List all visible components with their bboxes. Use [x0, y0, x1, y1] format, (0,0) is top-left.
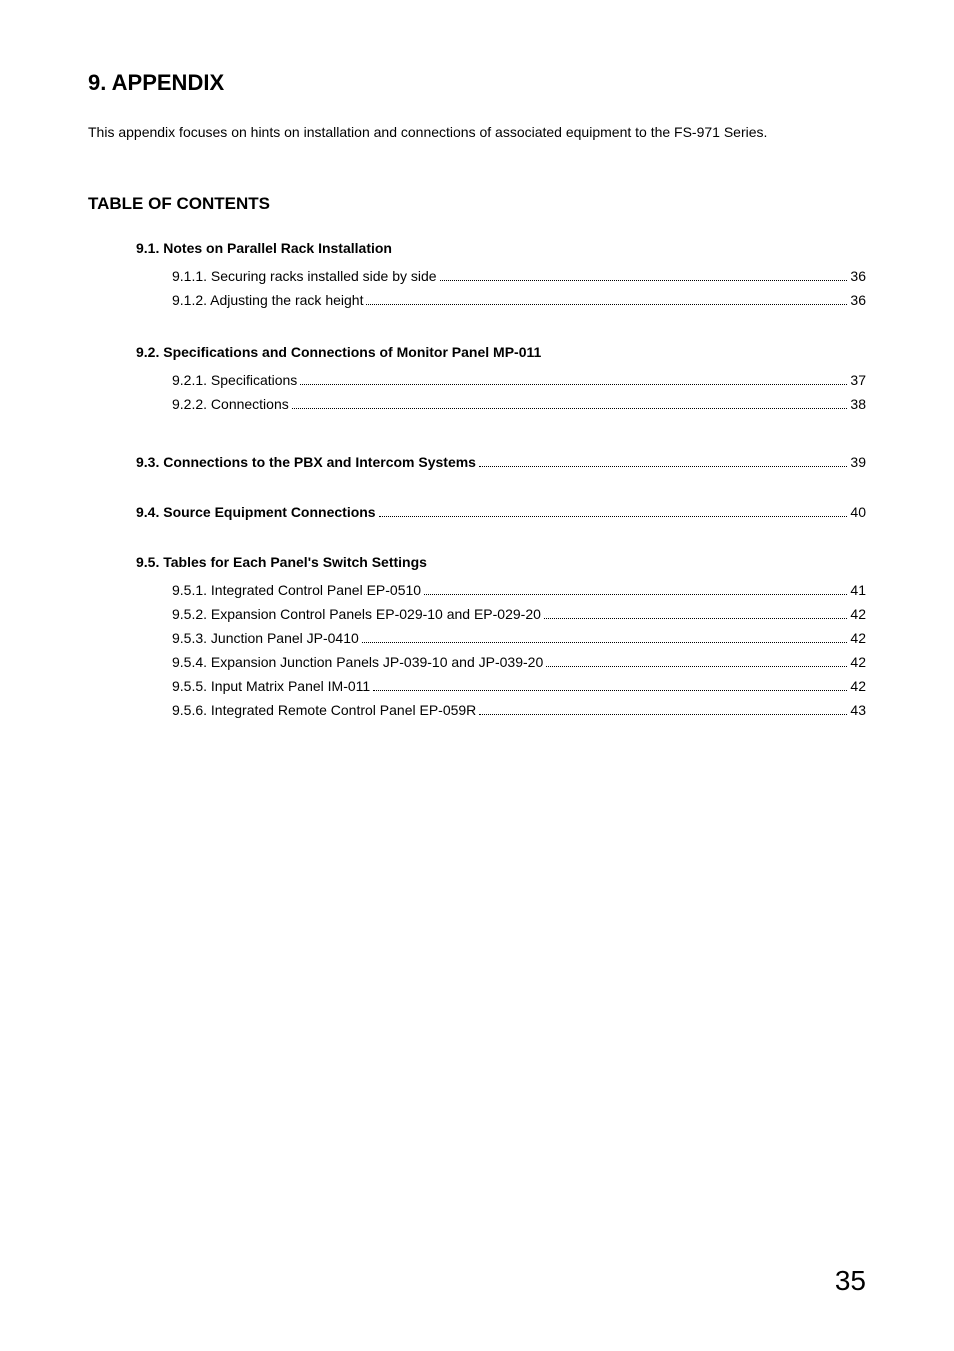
- toc-entry[interactable]: 9.5.3. Junction Panel JP-0410 42: [172, 630, 866, 646]
- toc-leader-dots: [424, 594, 847, 595]
- toc-page-number: 40: [850, 504, 866, 520]
- toc-page-number: 36: [850, 292, 866, 308]
- toc-page-number: 36: [850, 268, 866, 284]
- toc-page-number: 42: [850, 606, 866, 622]
- section-head-9-1: 9.1. Notes on Parallel Rack Installation: [136, 240, 866, 256]
- toc-entry[interactable]: 9.2.1. Specifications 37: [172, 372, 866, 388]
- toc-leader-dots: [366, 304, 847, 305]
- toc-label: 9.5.6. Integrated Remote Control Panel E…: [172, 702, 476, 718]
- toc-entry[interactable]: 9.1.2. Adjusting the rack height 36: [172, 292, 866, 308]
- toc-label: 9.1.2. Adjusting the rack height: [172, 292, 363, 308]
- toc-leader-dots: [373, 690, 847, 691]
- toc-leader-dots: [479, 466, 847, 467]
- toc-entry[interactable]: 9.5.4. Expansion Junction Panels JP-039-…: [172, 654, 866, 670]
- toc-leader-dots: [379, 516, 848, 517]
- toc-label: 9.5.2. Expansion Control Panels EP-029-1…: [172, 606, 541, 622]
- toc-label: 9.3. Connections to the PBX and Intercom…: [136, 454, 476, 470]
- toc-heading: TABLE OF CONTENTS: [88, 194, 866, 214]
- toc-label: 9.5.3. Junction Panel JP-0410: [172, 630, 359, 646]
- toc-page-number: 38: [850, 396, 866, 412]
- toc-page-number: 42: [850, 654, 866, 670]
- toc-entry[interactable]: 9.5.5. Input Matrix Panel IM-011 42: [172, 678, 866, 694]
- toc-entry[interactable]: 9.5.2. Expansion Control Panels EP-029-1…: [172, 606, 866, 622]
- toc-leader-dots: [479, 714, 847, 715]
- toc-label: 9.2.2. Connections: [172, 396, 289, 412]
- toc-entry[interactable]: 9.3. Connections to the PBX and Intercom…: [136, 454, 866, 470]
- toc-label: 9.5.4. Expansion Junction Panels JP-039-…: [172, 654, 543, 670]
- toc-entry[interactable]: 9.2.2. Connections 38: [172, 396, 866, 412]
- toc-entry[interactable]: 9.4. Source Equipment Connections 40: [136, 504, 866, 520]
- document-page: 9. APPENDIX This appendix focuses on hin…: [0, 0, 954, 1351]
- toc-leader-dots: [544, 618, 848, 619]
- section-head-9-2: 9.2. Specifications and Connections of M…: [136, 344, 866, 360]
- toc-page-number: 43: [850, 702, 866, 718]
- toc-page-number: 39: [850, 454, 866, 470]
- intro-paragraph: This appendix focuses on hints on instal…: [88, 124, 866, 140]
- toc-entry[interactable]: 9.5.1. Integrated Control Panel EP-0510 …: [172, 582, 866, 598]
- toc-label: 9.1.1. Securing racks installed side by …: [172, 268, 437, 284]
- page-number: 35: [835, 1265, 866, 1297]
- toc-entry[interactable]: 9.5.6. Integrated Remote Control Panel E…: [172, 702, 866, 718]
- toc-leader-dots: [440, 280, 848, 281]
- toc-page-number: 37: [850, 372, 866, 388]
- toc-leader-dots: [546, 666, 847, 667]
- toc-label: 9.4. Source Equipment Connections: [136, 504, 376, 520]
- toc-leader-dots: [292, 408, 848, 409]
- toc-leader-dots: [362, 642, 848, 643]
- toc-label: 9.5.5. Input Matrix Panel IM-011: [172, 678, 370, 694]
- toc-leader-dots: [300, 384, 847, 385]
- toc-page-number: 42: [850, 630, 866, 646]
- toc-entry[interactable]: 9.1.1. Securing racks installed side by …: [172, 268, 866, 284]
- toc-label: 9.5.1. Integrated Control Panel EP-0510: [172, 582, 421, 598]
- toc-page-number: 42: [850, 678, 866, 694]
- toc-page-number: 41: [850, 582, 866, 598]
- section-head-9-5: 9.5. Tables for Each Panel's Switch Sett…: [136, 554, 866, 570]
- toc-label: 9.2.1. Specifications: [172, 372, 297, 388]
- appendix-title: 9. APPENDIX: [88, 70, 866, 96]
